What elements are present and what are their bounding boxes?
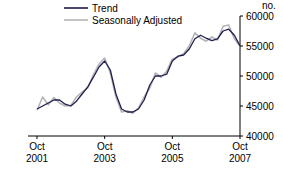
legend-swatch (64, 7, 88, 9)
legend-label: Trend (92, 3, 118, 14)
y-tick (240, 106, 243, 107)
x-tick (37, 136, 38, 139)
legend-swatch (64, 19, 88, 21)
y-tick (240, 16, 243, 17)
x-tick (172, 136, 173, 139)
y-tick-label: 60000 (246, 11, 274, 22)
x-tick (104, 136, 105, 139)
y-tick (240, 46, 243, 47)
series-line (37, 25, 240, 113)
series-line (37, 29, 240, 112)
x-tick-label: Oct2005 (161, 141, 184, 164)
x-tick-label: Oct2001 (26, 141, 49, 164)
y-tick-label: 45000 (246, 101, 274, 112)
chart: 40000 45000 50000 55000 60000no. Oct2001 Oct20… (0, 0, 283, 170)
x-tick-label: Oct2003 (94, 141, 117, 164)
y-tick-label: 55000 (246, 41, 274, 52)
y-tick-label: 50000 (246, 71, 274, 82)
y-tick-label: 40000 (246, 131, 274, 142)
legend-label: Seasonally Adjusted (92, 15, 182, 26)
plot-area (37, 25, 240, 113)
x-tick-label: Oct2007 (229, 141, 252, 164)
y-axis-label: no. (262, 0, 276, 11)
x-tick (240, 136, 241, 139)
y-tick (240, 76, 243, 77)
x-axis (28, 136, 240, 137)
